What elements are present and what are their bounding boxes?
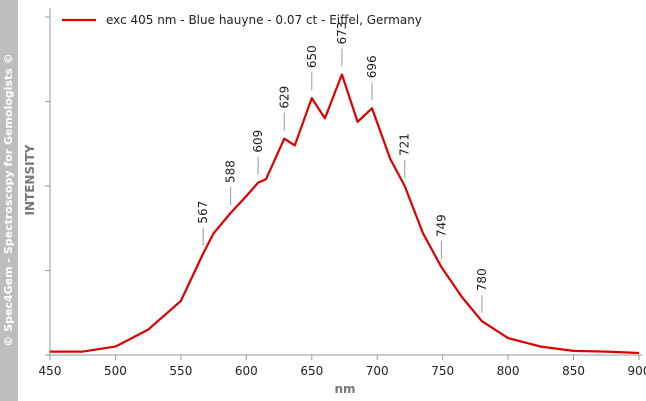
watermark: © Spec4Gem - Spectroscopy for Gemologist… — [2, 53, 15, 346]
x-tick-label: 650 — [300, 364, 323, 378]
peak-label: 721 — [398, 133, 412, 156]
peak-label: 629 — [277, 86, 291, 109]
peak-label: 567 — [196, 201, 210, 224]
series-line — [50, 73, 640, 355]
peak-label: 673 — [335, 22, 349, 45]
x-tick-label: 800 — [497, 364, 520, 378]
x-tick-label: 750 — [431, 364, 454, 378]
peak-label: 588 — [224, 160, 238, 183]
x-tick-label: 450 — [39, 364, 62, 378]
legend-label: exc 405 nm - Blue hauyne - 0.07 ct - Eif… — [106, 13, 422, 27]
y-axis-label: INTENSITY — [23, 144, 37, 215]
peak-label: 650 — [305, 45, 319, 68]
x-tick-label: 900 — [628, 364, 646, 378]
peak-label: 749 — [434, 214, 448, 237]
x-tick-label: 550 — [169, 364, 192, 378]
peak-label: 780 — [475, 268, 489, 291]
x-tick-label: 850 — [562, 364, 585, 378]
watermark-band — [0, 0, 18, 401]
x-tick-label: 500 — [104, 364, 127, 378]
peak-label: 609 — [251, 130, 265, 153]
x-axis-label: nm — [334, 382, 355, 396]
peak-label: 696 — [365, 55, 379, 78]
x-tick-label: 700 — [366, 364, 389, 378]
x-tick-label: 600 — [235, 364, 258, 378]
